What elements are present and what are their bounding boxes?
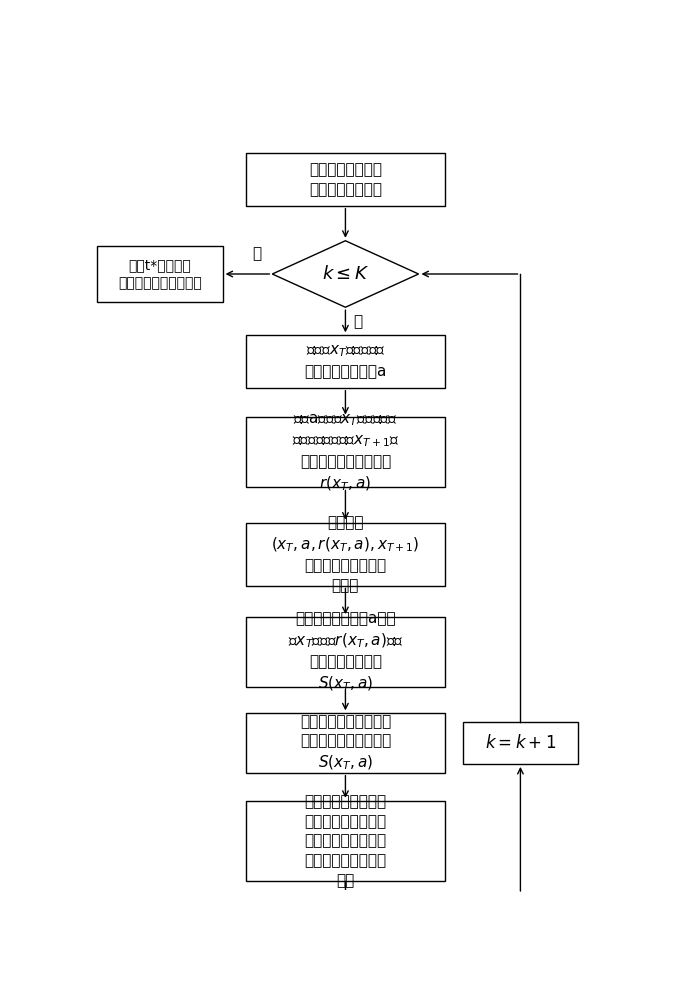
Text: $k \leq K$: $k \leq K$ bbox=[321, 265, 369, 283]
FancyBboxPatch shape bbox=[246, 713, 445, 773]
Text: 否: 否 bbox=[253, 246, 262, 261]
Text: 执行单元通过更新自身
参数不断去最大化分数
$S(x_T, a)$: 执行单元通过更新自身 参数不断去最大化分数 $S(x_T, a)$ bbox=[300, 714, 391, 772]
FancyBboxPatch shape bbox=[246, 617, 445, 687]
Text: 初始化执行单元，
评分单元和记忆库: 初始化执行单元， 评分单元和记忆库 bbox=[309, 162, 382, 197]
Text: 按照格式
$(x_T, a, r(x_T, a), x_{T+1})$
把历史经验保存在记
忆库中: 按照格式 $(x_T, a, r(x_T, a), x_{T+1})$ 把历史经… bbox=[271, 515, 420, 593]
FancyBboxPatch shape bbox=[463, 722, 578, 764]
Polygon shape bbox=[272, 241, 419, 307]
FancyBboxPatch shape bbox=[246, 801, 445, 881]
Text: 是: 是 bbox=[353, 314, 363, 329]
Text: 在状态$x_T$下，执行单
元预测出一个动作a: 在状态$x_T$下，执行单 元预测出一个动作a bbox=[304, 344, 387, 379]
Text: 评分单元抽取记忆库
中的历史经验，不断
学习，更新参数使得
自己所打的分尽可能
准确: 评分单元抽取记忆库 中的历史经验，不断 学习，更新参数使得 自己所打的分尽可能 … bbox=[305, 794, 386, 888]
FancyBboxPatch shape bbox=[246, 153, 445, 206]
FancyBboxPatch shape bbox=[246, 418, 445, 488]
FancyBboxPatch shape bbox=[246, 335, 445, 388]
Text: 得到t*，使得有
最优整体无线资源消耗: 得到t*，使得有 最优整体无线资源消耗 bbox=[118, 258, 202, 290]
Text: $k=k+1$: $k=k+1$ bbox=[485, 734, 556, 752]
FancyBboxPatch shape bbox=[246, 522, 445, 585]
Text: 评分单元接收动作a，状
态$x_T$和奖励$r(x_T, a)$，给
执行单元打出分数
$S(x_T, a)$: 评分单元接收动作a，状 态$x_T$和奖励$r(x_T, a)$，给 执行单元打… bbox=[288, 611, 403, 693]
Text: 动作a对状态$x_T$进行更改，
使其变成下一状态$x_{T+1}$并
得到环境所反馈的奖励
$r(x_T, a)$: 动作a对状态$x_T$进行更改， 使其变成下一状态$x_{T+1}$并 得到环境… bbox=[292, 412, 399, 493]
FancyBboxPatch shape bbox=[97, 246, 222, 302]
